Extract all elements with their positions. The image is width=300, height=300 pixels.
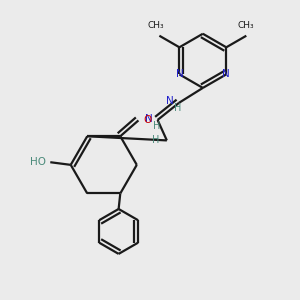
Text: H: H bbox=[174, 103, 181, 113]
Text: H: H bbox=[153, 121, 160, 131]
Text: H: H bbox=[152, 135, 160, 145]
Text: O: O bbox=[144, 116, 152, 125]
Text: CH₃: CH₃ bbox=[238, 21, 255, 30]
Text: N: N bbox=[145, 114, 152, 124]
Text: CH₃: CH₃ bbox=[148, 22, 164, 31]
Text: N: N bbox=[166, 96, 174, 106]
Text: N: N bbox=[222, 69, 230, 80]
Text: HO: HO bbox=[30, 157, 46, 167]
Text: N: N bbox=[176, 69, 183, 80]
